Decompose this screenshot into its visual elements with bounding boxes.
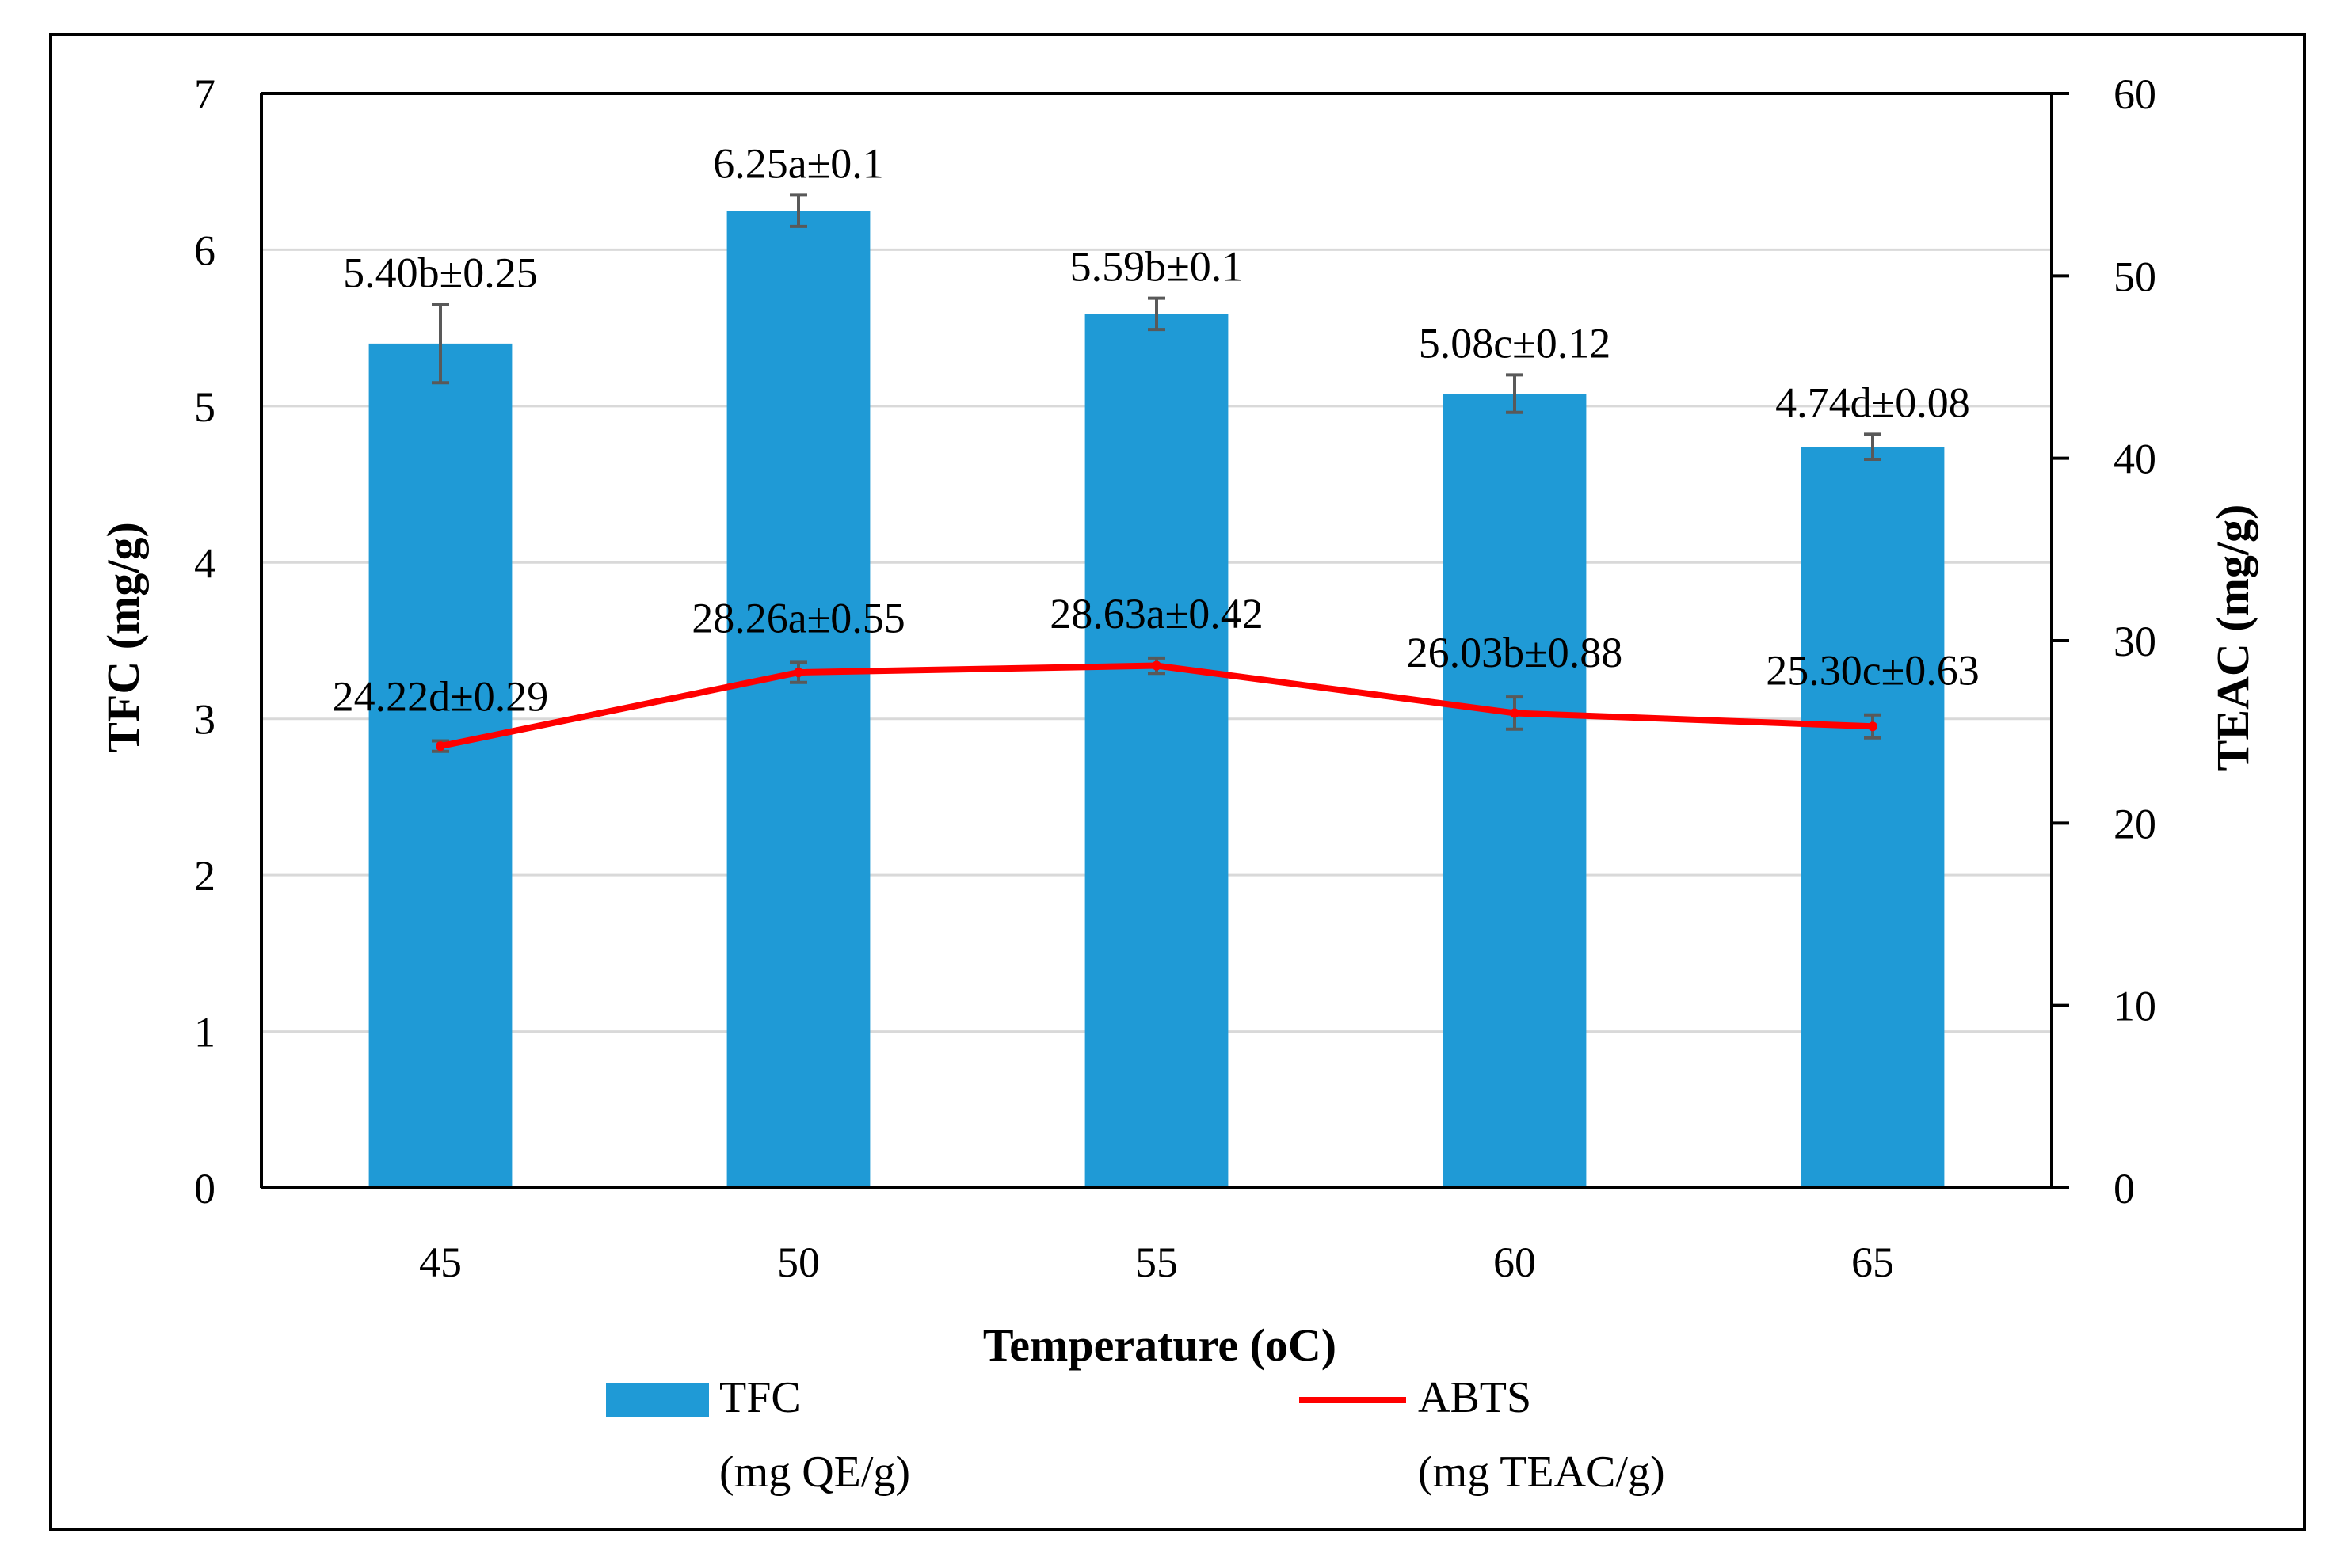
y-left-tick-label: 5: [194, 383, 215, 431]
tfc-bar: [368, 343, 513, 1188]
x-tick-label: 65: [1851, 1239, 1894, 1286]
x-axis-title: Temperature (oC): [983, 1319, 1336, 1371]
tfc-data-label: 5.59b±0.1: [1070, 243, 1244, 291]
abts-data-label: 28.26a±0.55: [692, 594, 905, 641]
x-tick-label: 50: [777, 1239, 820, 1286]
y-left-tick-label: 3: [194, 696, 215, 744]
legend-tfc-swatch: [606, 1383, 709, 1417]
legend-tfc-unit: (mg QE/g): [719, 1448, 910, 1497]
legend: TFC (mg QE/g) ABTS (mg TEAC/g): [606, 1373, 1665, 1497]
y-left-tick-label: 0: [194, 1165, 215, 1212]
y-right-tick-label: 40: [2113, 436, 2156, 483]
tfc-bar: [1084, 314, 1229, 1189]
y-right-tick-label: 50: [2113, 253, 2156, 300]
data-labels: 5.40b±0.25 6.25a±0.1 5.59b±0.1 5.08c±0.12 4.…: [333, 139, 1980, 720]
x-tick-label: 60: [1493, 1239, 1536, 1286]
tfc-error-bars: [432, 193, 1881, 461]
abts-data-label: 26.03b±0.88: [1407, 629, 1623, 676]
y-left-tick-label: 2: [194, 852, 215, 900]
x-tick-label: 55: [1135, 1239, 1178, 1286]
abts-point: [1510, 708, 1519, 718]
tfc-bar: [726, 211, 871, 1189]
y-left-tick-label: 1: [194, 1009, 215, 1056]
x-tick-label: 45: [419, 1239, 462, 1286]
legend-abts-label: ABTS: [1418, 1373, 1531, 1422]
tfc-data-label: 5.40b±0.25: [343, 249, 538, 297]
abts-data-label: 28.63a±0.42: [1050, 590, 1264, 637]
y-left-tick-label: 4: [194, 539, 215, 587]
abts-line-group: [432, 656, 1881, 753]
tfc-data-label: 6.25a±0.1: [713, 139, 884, 187]
y-axis-left-title: TFC (mg/g): [97, 522, 149, 753]
abts-point: [1152, 660, 1161, 671]
abts-data-label: 25.30c±0.63: [1766, 647, 1980, 695]
abts-point: [794, 668, 803, 678]
y-axis-right-title: TEAC (mg/g): [2207, 504, 2258, 771]
y-right-tick-label: 20: [2113, 800, 2156, 847]
legend-tfc-label: TFC: [719, 1373, 801, 1422]
y-right-tick-label: 10: [2113, 983, 2156, 1030]
abts-data-label: 24.22d±0.29: [333, 672, 549, 720]
y-right-tick-label: 60: [2113, 70, 2156, 118]
abts-point: [1868, 721, 1877, 732]
tfc-bar: [1801, 447, 1945, 1188]
y-right-tick-label: 30: [2113, 618, 2156, 665]
abts-point: [436, 741, 445, 752]
tfc-bar: [1443, 394, 1587, 1188]
y-left-tick-label: 7: [194, 70, 215, 118]
tfc-bars: [368, 211, 1945, 1189]
legend-abts-unit: (mg TEAC/g): [1418, 1448, 1665, 1497]
y-left-tick-label: 6: [194, 226, 215, 274]
tfc-data-label: 4.74d±0.08: [1775, 379, 1970, 426]
tfc-data-label: 5.08c±0.12: [1419, 319, 1611, 367]
y-right-tick-label: 0: [2113, 1165, 2135, 1212]
